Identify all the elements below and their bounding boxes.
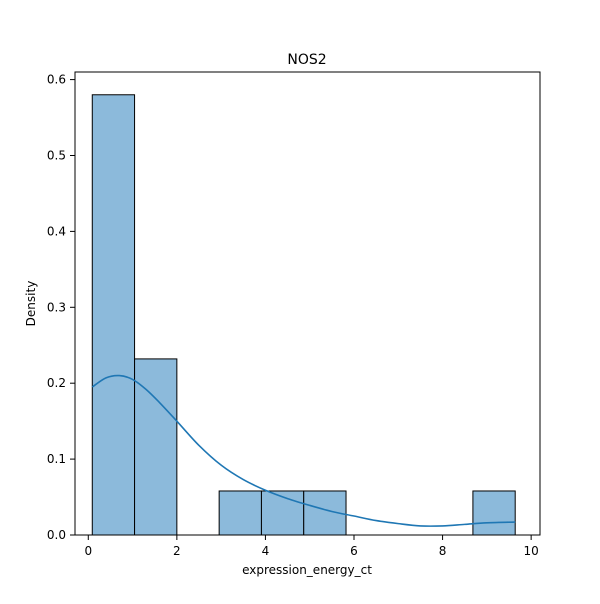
histogram-bars <box>91 94 516 536</box>
x-tick-label-4: 4 <box>262 544 270 558</box>
x-tick-label-6: 6 <box>350 544 358 558</box>
histogram-bar-3 <box>218 490 262 536</box>
y-tick-label-0.5: 0.5 <box>47 148 66 162</box>
y-axis-label: Density <box>24 281 38 327</box>
histogram-bar-4 <box>260 490 305 536</box>
kde-line <box>91 374 516 527</box>
y-tick-label-0.4: 0.4 <box>47 224 66 238</box>
x-tick-label-8: 8 <box>439 544 447 558</box>
histogram-bar-9 <box>472 490 516 536</box>
x-axis-ticks: 0 2 4 6 8 10 <box>84 535 539 558</box>
y-axis-ticks: 0.0 0.1 0.2 0.3 0.4 0.5 0.6 <box>47 73 75 542</box>
y-tick-label-0.1: 0.1 <box>47 452 66 466</box>
x-tick-label-2: 2 <box>173 544 181 558</box>
y-tick-label-0.6: 0.6 <box>47 73 66 87</box>
y-tick-label-0.0: 0.0 <box>47 528 66 542</box>
plot-frame <box>74 71 541 536</box>
x-tick-label-10: 10 <box>524 544 539 558</box>
y-tick-label-0.2: 0.2 <box>47 376 66 390</box>
y-tick-label-0.3: 0.3 <box>47 300 66 314</box>
chart-title: NOS2 <box>287 52 326 68</box>
x-tick-label-0: 0 <box>84 544 92 558</box>
histogram-bar-1 <box>134 358 178 536</box>
x-axis-label: expression_energy_ct <box>242 563 372 577</box>
histogram-bar-0 <box>91 94 136 536</box>
